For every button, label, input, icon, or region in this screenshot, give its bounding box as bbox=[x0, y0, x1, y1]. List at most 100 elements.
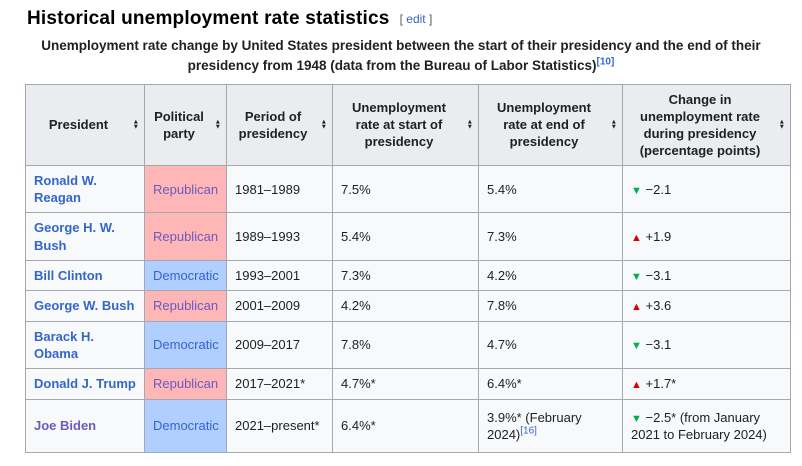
column-header-start-rate[interactable]: Unemployment rate at start of presidency… bbox=[332, 83, 479, 167]
decrease-icon: ▼ bbox=[631, 340, 642, 353]
column-header-president[interactable]: President ▲ ▼ bbox=[25, 83, 145, 167]
edit-link[interactable]: edit bbox=[406, 12, 426, 26]
sort-icon: ▲ ▼ bbox=[320, 118, 327, 131]
change-value: +1.7* bbox=[645, 376, 677, 392]
party-link[interactable]: Republican bbox=[153, 229, 219, 245]
sort-icon: ▲ ▼ bbox=[214, 118, 221, 131]
president-link[interactable]: George H. W. Bush bbox=[34, 220, 115, 253]
end-rate-cell: 4.7% bbox=[478, 320, 623, 370]
reference-link[interactable]: [10] bbox=[596, 56, 615, 68]
start-rate-cell: 7.3% bbox=[332, 259, 479, 292]
period-cell: 2021–present* bbox=[226, 398, 333, 454]
period-cell: 2001–2009 bbox=[226, 290, 333, 322]
president-link[interactable]: George W. Bush bbox=[34, 298, 135, 314]
period-cell: 1981–1989 bbox=[226, 165, 333, 214]
party-link[interactable]: Republican bbox=[153, 181, 219, 197]
column-header-change[interactable]: Change in unemployment rate during presi… bbox=[622, 83, 791, 167]
edit-bracket-close: ] bbox=[428, 12, 433, 26]
end-rate-cell: 7.3% bbox=[478, 212, 623, 261]
header-label: Period of presidency bbox=[238, 108, 308, 141]
president-link[interactable]: Donald J. Trump bbox=[34, 376, 136, 392]
change-cell: ▲ +1.7* bbox=[622, 368, 791, 400]
party-link[interactable]: Democratic bbox=[153, 267, 219, 283]
header-row: President ▲ ▼ Political party ▲ ▼ Period of … bbox=[25, 83, 791, 167]
increase-icon: ▲ bbox=[631, 231, 642, 244]
reference-link[interactable]: [16] bbox=[520, 425, 537, 437]
increase-icon: ▲ bbox=[631, 301, 642, 314]
sort-icon: ▲ ▼ bbox=[610, 118, 617, 131]
president-cell: Bill Clinton bbox=[25, 259, 145, 292]
change-cell: ▼ −3.1 bbox=[622, 259, 791, 292]
party-cell: Republican bbox=[144, 368, 227, 400]
page-title: Historical unemployment rate statistics bbox=[27, 8, 390, 29]
sort-icon: ▲ ▼ bbox=[778, 118, 785, 131]
party-link[interactable]: Democratic bbox=[153, 418, 219, 434]
change-cell: ▼ −2.1 bbox=[622, 165, 791, 214]
start-rate-cell: 4.2% bbox=[332, 290, 479, 322]
edit-bracket-open: [ bbox=[399, 12, 403, 26]
table-row-trump: Donald J. Trump Republican 2017–2021* 4.… bbox=[25, 368, 791, 400]
end-rate-value: 3.9%* (February 2024) bbox=[487, 409, 582, 442]
end-rate-reference: [16] bbox=[520, 426, 537, 437]
header-label: President bbox=[48, 117, 109, 133]
decrease-icon: ▼ bbox=[631, 184, 642, 197]
sort-icon: ▲ ▼ bbox=[132, 118, 139, 131]
decrease-icon: ▼ bbox=[631, 412, 642, 425]
start-rate-cell: 4.7%* bbox=[332, 368, 479, 400]
header-label: Unemployment rate at start of presidency bbox=[352, 100, 446, 150]
change-cell: ▲ +1.9 bbox=[622, 212, 791, 261]
change-value: −3.1 bbox=[645, 267, 672, 283]
party-cell: Republican bbox=[144, 290, 227, 322]
table-row-obama: Barack H. Obama Democratic 2009–2017 7.8… bbox=[25, 320, 791, 370]
change-cell: ▼ −3.1 bbox=[622, 320, 791, 370]
president-cell: Donald J. Trump bbox=[25, 368, 145, 400]
column-header-period[interactable]: Period of presidency ▲ ▼ bbox=[226, 83, 333, 167]
period-cell: 2009–2017 bbox=[226, 320, 333, 370]
header-label: Political party bbox=[154, 108, 204, 141]
table-caption: Unemployment rate change by United State… bbox=[27, 36, 775, 77]
table-row-gw-bush: George W. Bush Republican 2001–2009 4.2%… bbox=[25, 290, 791, 322]
party-link[interactable]: Republican bbox=[153, 298, 219, 314]
start-rate-cell: 7.8% bbox=[332, 320, 479, 370]
edit-section: [ edit ] bbox=[400, 12, 433, 26]
party-cell: Republican bbox=[144, 212, 227, 261]
party-cell: Democratic bbox=[144, 320, 227, 370]
sort-icon: ▲ ▼ bbox=[466, 118, 473, 131]
president-cell: George H. W. Bush bbox=[25, 212, 145, 261]
change-value: +1.9 bbox=[645, 228, 672, 244]
start-rate-cell: 6.4%* bbox=[332, 398, 479, 454]
start-rate-cell: 7.5% bbox=[332, 165, 479, 214]
end-rate-cell: 6.4%* bbox=[478, 368, 623, 400]
period-cell: 2017–2021* bbox=[226, 368, 333, 400]
end-rate-cell: 4.2% bbox=[478, 259, 623, 292]
period-cell: 1989–1993 bbox=[226, 212, 333, 261]
unemployment-table: President ▲ ▼ Political party ▲ ▼ Period of … bbox=[25, 83, 791, 454]
change-value: −2.1 bbox=[645, 181, 672, 197]
president-cell: George W. Bush bbox=[25, 290, 145, 322]
table-row-reagan: Ronald W. Reagan Republican 1981–1989 7.… bbox=[25, 165, 791, 214]
start-rate-cell: 5.4% bbox=[332, 212, 479, 261]
change-cell: ▲ +3.6 bbox=[622, 290, 791, 322]
caption-text: Unemployment rate change by United State… bbox=[41, 38, 761, 74]
party-link[interactable]: Republican bbox=[153, 376, 219, 392]
president-link[interactable]: Ronald W. Reagan bbox=[34, 173, 97, 206]
period-cell: 1993–2001 bbox=[226, 259, 333, 292]
decrease-icon: ▼ bbox=[631, 270, 642, 283]
party-link[interactable]: Democratic bbox=[153, 337, 219, 353]
column-header-end-rate[interactable]: Unemployment rate at end of presidency ▲ ▼ bbox=[478, 83, 623, 167]
president-link[interactable]: Barack H. Obama bbox=[34, 328, 94, 361]
header-label: Unemployment rate at end of presidency bbox=[497, 100, 591, 150]
header-label: Change in unemployment rate during presi… bbox=[639, 91, 761, 158]
caption-reference: [10] bbox=[597, 57, 615, 68]
party-cell: Democratic bbox=[144, 259, 227, 292]
president-link[interactable]: Joe Biden bbox=[34, 418, 97, 434]
end-rate-cell: 7.8% bbox=[478, 290, 623, 322]
section-heading-row: Historical unemployment rate statistics … bbox=[27, 8, 802, 30]
table-row-biden: Joe Biden Democratic 2021–present* 6.4%*… bbox=[25, 398, 791, 454]
end-rate-cell: 5.4% bbox=[478, 165, 623, 214]
column-header-party[interactable]: Political party ▲ ▼ bbox=[144, 83, 227, 167]
president-cell: Ronald W. Reagan bbox=[25, 165, 145, 214]
table-row-clinton: Bill Clinton Democratic 1993–2001 7.3% 4… bbox=[25, 259, 791, 292]
change-value: +3.6 bbox=[645, 298, 672, 314]
president-link[interactable]: Bill Clinton bbox=[34, 267, 103, 283]
